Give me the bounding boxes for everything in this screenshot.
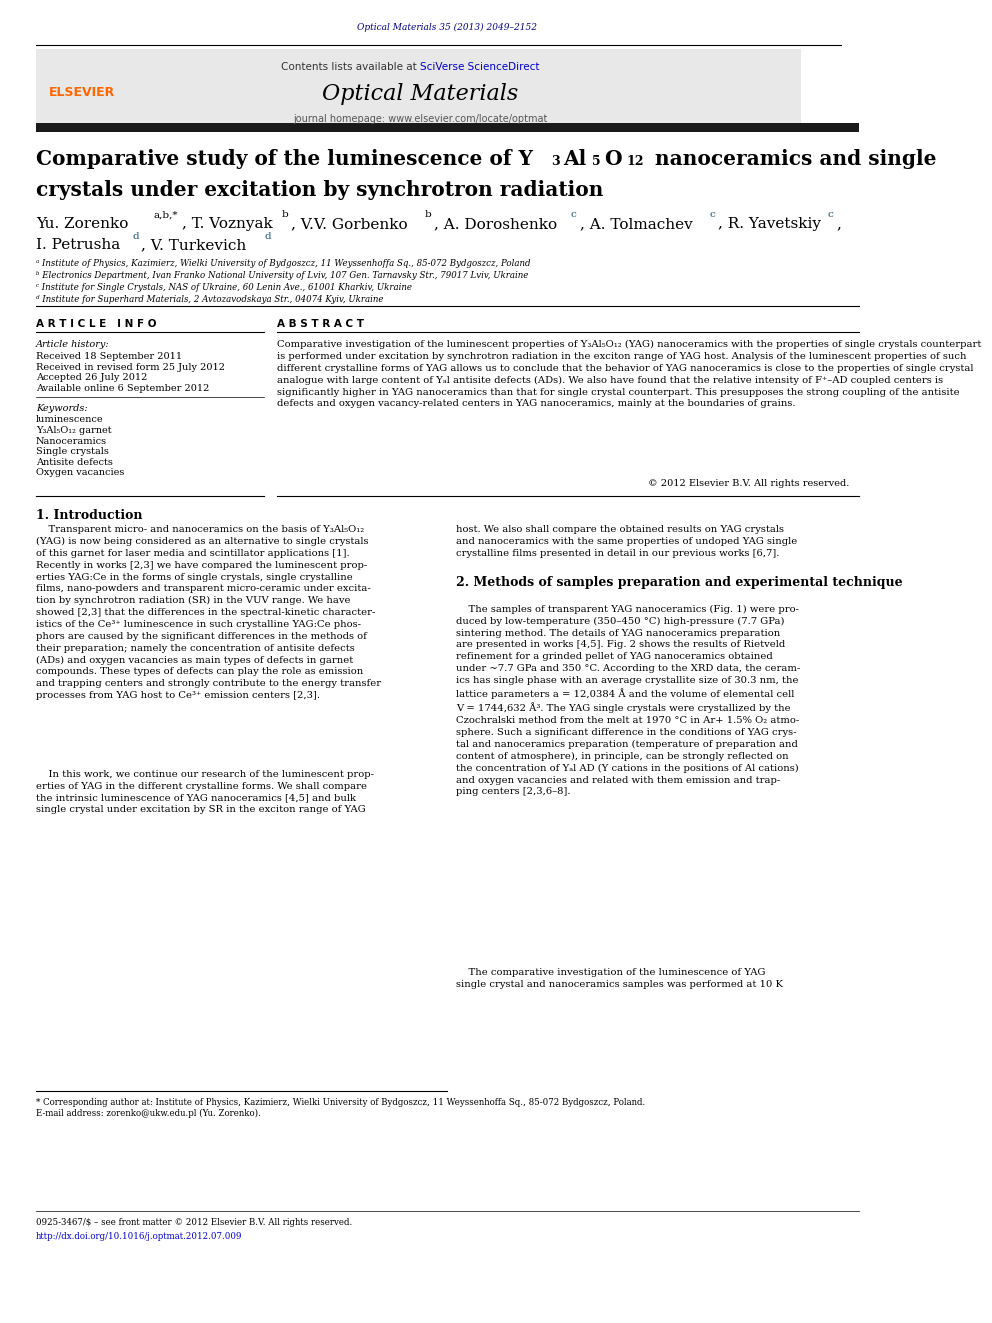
Text: Comparative study of the luminescence of Y: Comparative study of the luminescence of… [36,149,533,169]
Text: journal homepage: www.elsevier.com/locate/optmat: journal homepage: www.elsevier.com/locat… [294,114,548,124]
FancyBboxPatch shape [36,49,801,126]
Text: , A. Tolmachev: , A. Tolmachev [579,217,697,232]
Text: 0925-3467/$ – see front matter © 2012 Elsevier B.V. All rights reserved.: 0925-3467/$ – see front matter © 2012 El… [36,1218,352,1228]
Text: c: c [827,210,833,220]
Text: Antisite defects: Antisite defects [36,458,113,467]
Text: Article history:: Article history: [36,340,109,349]
Text: 3: 3 [551,155,559,168]
Text: © 2012 Elsevier B.V. All rights reserved.: © 2012 Elsevier B.V. All rights reserved… [649,479,850,488]
Text: Optical Materials 35 (2013) 2049–2152: Optical Materials 35 (2013) 2049–2152 [357,22,538,32]
Text: ᵇ Electronics Department, Ivan Franko National University of Lviv, 107 Gen. Tarn: ᵇ Electronics Department, Ivan Franko Na… [36,271,528,280]
Text: Received in revised form 25 July 2012: Received in revised form 25 July 2012 [36,363,225,372]
Text: 12: 12 [626,155,644,168]
Text: ,: , [836,217,841,232]
Text: , A. Doroshenko: , A. Doroshenko [434,217,561,232]
Text: Nanoceramics: Nanoceramics [36,437,107,446]
Text: E-mail address: zorenko@ukw.edu.pl (Yu. Zorenko).: E-mail address: zorenko@ukw.edu.pl (Yu. … [36,1109,261,1118]
Text: ᵈ Institute for Superhard Materials, 2 Avtozavodskaya Str., 04074 Kyiv, Ukraine: ᵈ Institute for Superhard Materials, 2 A… [36,295,383,304]
Text: c: c [570,210,576,220]
Text: crystals under excitation by synchrotron radiation: crystals under excitation by synchrotron… [36,180,603,200]
Text: b: b [282,210,289,220]
Text: c: c [709,210,715,220]
Text: The samples of transparent YAG nanoceramics (Fig. 1) were pro-
duced by low-temp: The samples of transparent YAG nanoceram… [456,605,801,796]
Text: Contents lists available at: Contents lists available at [282,62,421,73]
Text: Al: Al [563,149,586,169]
Text: Oxygen vacancies: Oxygen vacancies [36,468,124,478]
Text: Optical Materials: Optical Materials [322,83,519,106]
Text: , R. Yavetskiy: , R. Yavetskiy [718,217,826,232]
Text: ᶜ Institute for Single Crystals, NAS of Ukraine, 60 Lenin Ave., 61001 Kharkiv, U: ᶜ Institute for Single Crystals, NAS of … [36,283,412,292]
Text: host. We also shall compare the obtained results on YAG crystals
and nanoceramic: host. We also shall compare the obtained… [456,525,798,558]
Text: , V.V. Gorbenko: , V.V. Gorbenko [291,217,413,232]
Text: , V. Turkevich: , V. Turkevich [141,238,251,253]
Text: SciVerse ScienceDirect: SciVerse ScienceDirect [421,62,540,73]
Text: 2. Methods of samples preparation and experimental technique: 2. Methods of samples preparation and ex… [456,576,903,589]
Text: Yu. Zorenko: Yu. Zorenko [36,217,133,232]
Text: luminescence: luminescence [36,415,103,425]
Text: b: b [425,210,432,220]
Text: 5: 5 [592,155,601,168]
Text: ELSEVIER: ELSEVIER [50,86,115,99]
Text: d: d [132,232,139,241]
Text: In this work, we continue our research of the luminescent prop-
erties of YAG in: In this work, we continue our research o… [36,770,374,815]
Text: Keywords:: Keywords: [36,404,87,413]
FancyBboxPatch shape [36,123,859,132]
Text: 1. Introduction: 1. Introduction [36,509,142,523]
Text: a,b,*: a,b,* [154,210,179,220]
Text: I. Petrusha: I. Petrusha [36,238,125,253]
Text: Transparent micro- and nanoceramics on the basis of Y₃Al₅O₁₂
(YAG) is now being : Transparent micro- and nanoceramics on t… [36,525,381,700]
Text: ᵃ Institute of Physics, Kazimierz, Wielki University of Bydgoszcz, 11 Weyssenhof: ᵃ Institute of Physics, Kazimierz, Wielk… [36,259,531,269]
Text: Received 18 September 2011: Received 18 September 2011 [36,352,182,361]
Text: * Corresponding author at: Institute of Physics, Kazimierz, Wielki University of: * Corresponding author at: Institute of … [36,1098,645,1107]
Text: Available online 6 September 2012: Available online 6 September 2012 [36,384,209,393]
Text: O: O [604,149,621,169]
Text: Accepted 26 July 2012: Accepted 26 July 2012 [36,373,147,382]
Text: http://dx.doi.org/10.1016/j.optmat.2012.07.009: http://dx.doi.org/10.1016/j.optmat.2012.… [36,1232,242,1241]
Text: nanoceramics and single: nanoceramics and single [648,149,936,169]
Text: A R T I C L E   I N F O: A R T I C L E I N F O [36,319,157,329]
Text: , T. Voznyak: , T. Voznyak [182,217,277,232]
Text: Y₃Al₅O₁₂ garnet: Y₃Al₅O₁₂ garnet [36,426,111,435]
Text: The comparative investigation of the luminescence of YAG
single crystal and nano: The comparative investigation of the lum… [456,968,783,990]
Text: Comparative investigation of the luminescent properties of Y₃Al₅O₁₂ (YAG) nanoce: Comparative investigation of the lumines… [278,340,982,409]
Text: A B S T R A C T: A B S T R A C T [278,319,364,329]
Text: d: d [265,232,272,241]
Text: Single crystals: Single crystals [36,447,109,456]
